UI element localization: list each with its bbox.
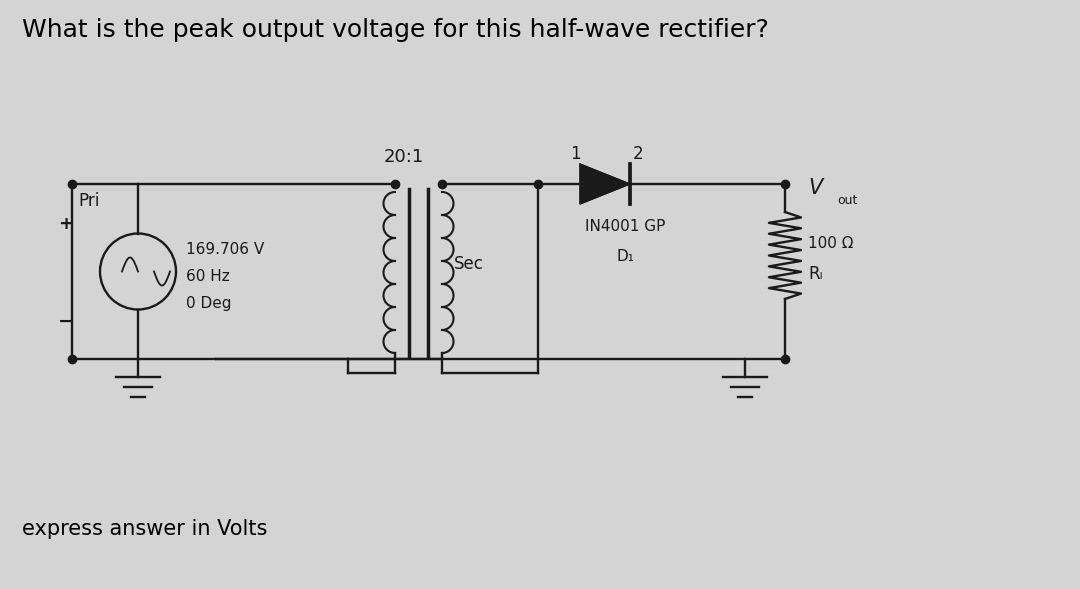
- Text: express answer in Volts: express answer in Volts: [22, 519, 268, 539]
- Text: 20:1: 20:1: [383, 148, 423, 166]
- Text: 60 Hz: 60 Hz: [186, 269, 230, 284]
- Text: 169.706 V: 169.706 V: [186, 242, 265, 257]
- Text: D₁: D₁: [616, 249, 634, 263]
- Text: V: V: [808, 178, 822, 198]
- Text: What is the peak output voltage for this half-wave rectifier?: What is the peak output voltage for this…: [22, 18, 769, 42]
- Text: IN4001 GP: IN4001 GP: [584, 219, 665, 233]
- Text: Sec: Sec: [454, 254, 484, 273]
- Text: +: +: [58, 214, 73, 233]
- Text: 100 Ω: 100 Ω: [808, 236, 853, 251]
- Text: 1: 1: [569, 145, 580, 163]
- Text: 0 Deg: 0 Deg: [186, 296, 231, 311]
- Text: Rₗ: Rₗ: [808, 264, 823, 283]
- Polygon shape: [580, 164, 630, 204]
- Text: −: −: [58, 312, 75, 331]
- Text: 2: 2: [633, 145, 644, 163]
- Text: out: out: [837, 194, 858, 207]
- Text: Pri: Pri: [78, 192, 99, 210]
